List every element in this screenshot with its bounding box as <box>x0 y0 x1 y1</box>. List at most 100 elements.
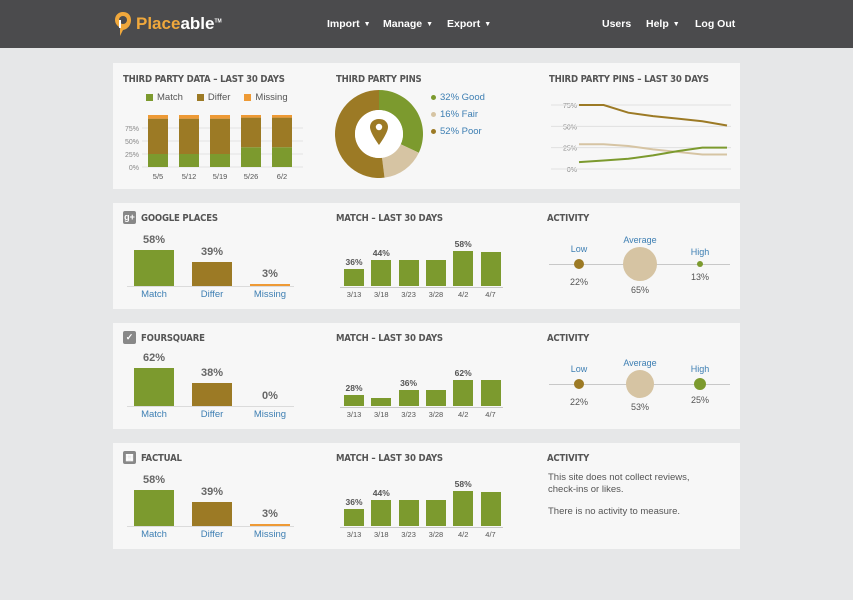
summary-link-missing[interactable]: Missing <box>253 409 287 420</box>
legend-swatch-missing <box>244 94 252 101</box>
activity-pct-average: 65% <box>630 285 649 295</box>
legend-swatch-match <box>146 94 153 101</box>
activity-circle-low <box>574 379 584 389</box>
pins-legend-good: 32% Good <box>431 92 485 103</box>
series-line-poor <box>579 104 728 127</box>
match-bar <box>425 390 446 406</box>
nav-manage-menu[interactable]: Manage ▼ <box>383 18 434 30</box>
activity-circle-low <box>574 259 584 269</box>
summary-link-missing[interactable]: Missing <box>253 289 287 300</box>
top-navigation-bar: PlaceableTM Import ▼ Manage ▼ Export ▼ User… <box>0 0 853 48</box>
match-bar <box>371 499 392 526</box>
activity-title: ACTIVITY <box>547 453 590 464</box>
placeable-logo[interactable]: PlaceableTM <box>114 10 222 38</box>
chevron-down-icon: ▼ <box>363 20 371 28</box>
activity-title: ACTIVITY <box>547 333 590 344</box>
summary-link-match[interactable]: Match <box>141 529 167 540</box>
summary-bar-missing <box>250 524 290 526</box>
nav-help-menu[interactable]: Help ▼ <box>646 18 680 30</box>
pie-slice-good <box>379 90 423 153</box>
y-tick-label: 75% <box>125 126 139 133</box>
match-date-label: 3/13 <box>346 410 362 419</box>
summary-bar-differ <box>192 382 232 406</box>
match-baseline <box>340 287 503 288</box>
summary-link-match[interactable]: Match <box>141 409 167 420</box>
nav-users-link[interactable]: Users <box>602 18 632 30</box>
match-date-label: 3/28 <box>428 410 444 419</box>
activity-circle-high <box>694 378 706 390</box>
third-party-data-chart: 75% 50% 25% 0% 5/5 5/12 5/19 5/26 6/2 <box>125 115 303 181</box>
match-bar-label: 62% <box>454 367 472 378</box>
brand-name: PlaceableTM <box>136 14 222 33</box>
match-bar <box>371 397 392 406</box>
summary-bar-missing <box>250 284 290 286</box>
match-chart-title: MATCH – LAST 30 DAYS <box>336 213 443 224</box>
summary-bar-match <box>134 490 174 526</box>
bar-segment-match <box>210 154 230 167</box>
summary-link-differ[interactable]: Differ <box>200 529 224 540</box>
service-name: FACTUAL <box>141 453 182 464</box>
legend-swatch-differ <box>196 94 204 101</box>
match-bar <box>453 251 474 286</box>
activity-circle-average <box>623 247 657 281</box>
bar-segment-missing <box>210 115 230 119</box>
summary-link-differ[interactable]: Differ <box>200 409 224 420</box>
third-party-data-title: THIRD PARTY DATA – LAST 30 DAYS <box>123 74 285 85</box>
match-bar <box>480 492 501 526</box>
x-tick-label: 5/19 <box>213 172 228 181</box>
match-date-label: 3/28 <box>428 530 444 539</box>
summary-link-missing[interactable]: Missing <box>253 529 287 540</box>
match-date-label: 3/18 <box>373 290 389 299</box>
activity-note: This site does not collect reviews, chec… <box>548 472 690 495</box>
third-party-pins-title: THIRD PARTY PINS <box>336 74 422 85</box>
activity-pct-average: 53% <box>630 402 649 412</box>
match-bar <box>425 499 446 526</box>
activity-circle-high <box>697 261 703 267</box>
match-date-label: 3/23 <box>401 530 416 539</box>
activity-title: ACTIVITY <box>547 213 590 224</box>
service-factual-icon: ▦ <box>123 451 136 464</box>
match-bar-label: 44% <box>372 247 390 258</box>
google-places-panel: g+ GOOGLE PLACES 58% Match 39% Differ 3% Missin… <box>113 203 740 309</box>
service-name: FOURSQUARE <box>141 333 205 344</box>
bar-segment-differ <box>148 118 168 154</box>
match-bar-label: 58% <box>454 239 472 250</box>
y-tick-label: 50% <box>125 139 139 146</box>
third-party-pins-donut <box>335 90 423 178</box>
summary-value-match: 62% <box>142 351 166 364</box>
pins-legend-fair: 16% Fair <box>431 109 478 120</box>
placeable-logo-icon <box>115 12 131 36</box>
activity-label-low: Low <box>570 364 588 374</box>
summary-value-missing: 0% <box>262 390 278 402</box>
map-pin-icon <box>370 119 388 145</box>
nav-export-menu[interactable]: Export ▼ <box>447 18 492 30</box>
match-bar-label: 44% <box>372 487 390 498</box>
activity-label-average: Average <box>623 358 657 368</box>
summary-link-differ[interactable]: Differ <box>200 289 224 300</box>
chevron-down-icon: ▼ <box>426 20 434 28</box>
y-tick-label: 50% <box>563 124 577 131</box>
series-line-good <box>578 146 727 164</box>
activity-label-low: Low <box>570 244 588 254</box>
match-date-label: 3/28 <box>428 290 444 299</box>
summary-bar-differ <box>192 261 232 286</box>
match-date-label: 3/13 <box>346 530 362 539</box>
nav-logout-link[interactable]: Log Out <box>695 18 736 30</box>
summary-bar-match <box>134 367 174 406</box>
match-bar <box>344 269 364 286</box>
pins-legend-poor: 52% Poor <box>431 126 482 137</box>
bar-segment-missing <box>241 115 261 118</box>
y-tick-label: 75% <box>563 103 577 110</box>
legend-missing: Missing <box>255 92 288 103</box>
match-bar <box>398 390 419 406</box>
chevron-down-icon: ▼ <box>484 20 492 28</box>
y-tick-label: 0% <box>129 165 139 172</box>
bar-segment-match <box>272 147 292 167</box>
match-bar <box>480 252 501 286</box>
match-chart-title: MATCH – LAST 30 DAYS <box>336 453 443 464</box>
summary-link-match[interactable]: Match <box>141 289 167 300</box>
match-date-label: 4/7 <box>485 410 496 419</box>
summary-value-missing: 3% <box>262 508 278 520</box>
nav-import-menu[interactable]: Import ▼ <box>327 18 371 30</box>
service-foursquare-icon: ✓ <box>123 331 136 344</box>
